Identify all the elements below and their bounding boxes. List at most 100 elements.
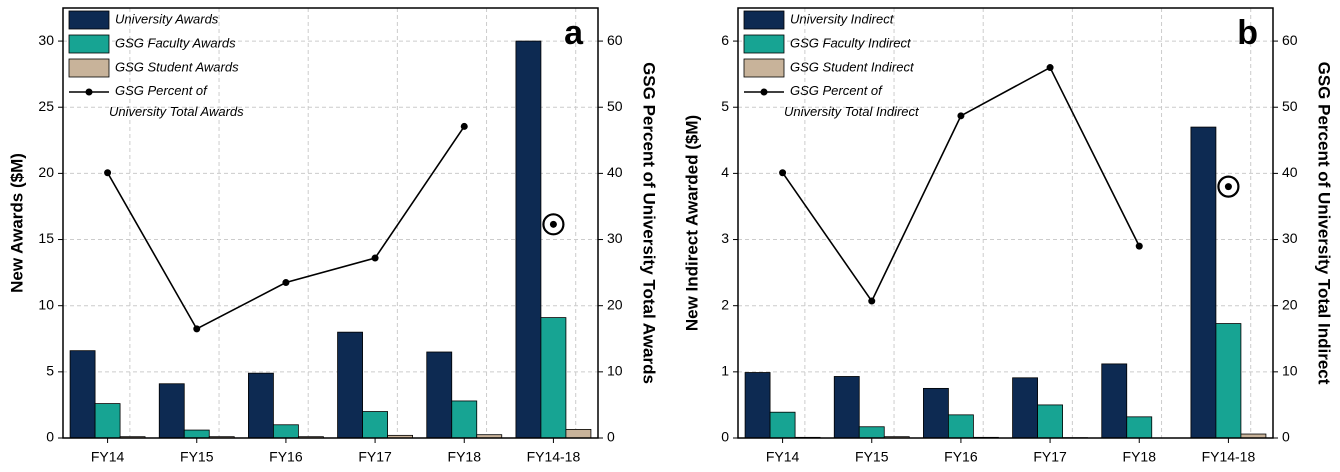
legend-label: GSG Percent of University Total Indirect bbox=[784, 83, 920, 119]
line-point bbox=[1046, 64, 1054, 72]
line bbox=[781, 66, 1140, 303]
bar bbox=[565, 428, 592, 439]
x-tick-label: FY14-18 bbox=[527, 449, 581, 465]
y2-tick-label: 10 bbox=[607, 363, 623, 379]
line-point bbox=[104, 169, 112, 177]
bar bbox=[337, 331, 363, 439]
x-tick-label: FY17 bbox=[358, 449, 392, 465]
bar bbox=[94, 403, 121, 439]
line-point bbox=[779, 169, 787, 177]
y2-tick-label: 0 bbox=[1282, 429, 1290, 445]
chart-panel: 0 5 10 15 20 25 30 0 10 20 30 40 50 60 FY14 FY15 FY16 FY1… bbox=[7, 7, 659, 465]
line-point bbox=[371, 254, 379, 262]
bar bbox=[744, 372, 771, 439]
x-tick-label: FY18 bbox=[448, 449, 482, 465]
bar bbox=[1037, 404, 1063, 439]
plot-frame bbox=[62, 7, 599, 439]
total-marker-ring bbox=[1217, 175, 1240, 198]
y-tick-label: 1 bbox=[721, 363, 729, 379]
bar bbox=[769, 411, 796, 439]
legend-swatch bbox=[743, 58, 785, 78]
y-tick-label: 6 bbox=[721, 32, 729, 48]
x-tick-label: FY18 bbox=[1123, 449, 1157, 465]
line bbox=[106, 125, 465, 330]
y2-tick-label: 20 bbox=[607, 296, 623, 312]
y-tick-label: 2 bbox=[721, 296, 729, 312]
y2-axis-label: GSG Percent of University Total Awards bbox=[640, 62, 659, 384]
line-point bbox=[282, 279, 290, 287]
bar bbox=[248, 372, 274, 439]
y-tick-label: 10 bbox=[38, 296, 54, 312]
panel-label: a bbox=[564, 14, 584, 52]
y-tick-label: 0 bbox=[46, 429, 54, 445]
legend-label: University Indirect bbox=[790, 11, 895, 26]
y2-tick-label: 30 bbox=[1282, 230, 1298, 246]
x-tick-label: FY15 bbox=[180, 449, 214, 465]
bar bbox=[362, 411, 388, 439]
line-point bbox=[460, 122, 468, 130]
bar bbox=[273, 424, 299, 439]
y2-tick-label: 50 bbox=[1282, 98, 1298, 114]
bar bbox=[183, 429, 210, 439]
y-tick-label: 4 bbox=[721, 164, 729, 180]
panel-label: b bbox=[1237, 14, 1258, 52]
line-point bbox=[193, 325, 201, 333]
bar bbox=[69, 350, 96, 439]
bar bbox=[858, 426, 885, 439]
x-tick-label: FY14-18 bbox=[1202, 449, 1256, 465]
bar bbox=[515, 40, 542, 439]
total-marker-ring bbox=[542, 213, 565, 236]
legend-dot bbox=[760, 88, 768, 96]
legend-label: GSG Percent of University Total Awards bbox=[109, 83, 244, 119]
line-point bbox=[868, 297, 876, 305]
total-marker bbox=[549, 220, 557, 228]
plot-frame bbox=[737, 7, 1274, 439]
y-tick-label: 20 bbox=[38, 164, 54, 180]
y2-axis-label: GSG Percent of University Total Indirect bbox=[1315, 62, 1334, 385]
legend-swatch bbox=[743, 10, 785, 30]
bar bbox=[1126, 416, 1153, 439]
x-tick-label: FY14 bbox=[766, 449, 800, 465]
legend-dot bbox=[85, 88, 93, 96]
y-tick-label: 5 bbox=[721, 98, 729, 114]
y-tick-label: 3 bbox=[721, 230, 729, 246]
bar bbox=[426, 351, 453, 439]
y-axis-label: New Awards ($M) bbox=[7, 153, 26, 293]
y2-tick-label: 30 bbox=[607, 230, 623, 246]
bar bbox=[540, 317, 567, 439]
legend-label: GSG Student Indirect bbox=[790, 59, 915, 74]
bar bbox=[1190, 126, 1217, 439]
y2-tick-label: 60 bbox=[1282, 32, 1298, 48]
legend-label: GSG Faculty Indirect bbox=[790, 35, 912, 50]
y2-tick-label: 10 bbox=[1282, 363, 1298, 379]
x-tick-label: FY16 bbox=[944, 449, 978, 465]
y-axis-label: New Indirect Awarded ($M) bbox=[682, 115, 701, 331]
bar bbox=[158, 383, 185, 439]
bar bbox=[948, 414, 974, 439]
legend-label: GSG Faculty Awards bbox=[115, 35, 236, 50]
y2-tick-label: 40 bbox=[1282, 164, 1298, 180]
y-tick-label: 5 bbox=[46, 363, 54, 379]
x-tick-label: FY17 bbox=[1033, 449, 1067, 465]
y-tick-label: 0 bbox=[721, 429, 729, 445]
line-point bbox=[1135, 242, 1143, 250]
y-tick-label: 30 bbox=[38, 32, 54, 48]
bar bbox=[1215, 323, 1242, 439]
legend-swatch bbox=[68, 34, 110, 54]
y2-tick-label: 0 bbox=[607, 429, 615, 445]
bar bbox=[451, 400, 478, 439]
y2-tick-label: 60 bbox=[607, 32, 623, 48]
y-tick-label: 15 bbox=[38, 230, 54, 246]
x-tick-label: FY14 bbox=[91, 449, 125, 465]
legend-label: GSG Student Awards bbox=[115, 59, 239, 74]
x-tick-label: FY16 bbox=[269, 449, 303, 465]
bar bbox=[923, 387, 949, 439]
bar bbox=[833, 376, 860, 439]
y2-tick-label: 40 bbox=[607, 164, 623, 180]
y-tick-label: 25 bbox=[38, 98, 54, 114]
line-point bbox=[957, 112, 965, 120]
legend-swatch bbox=[743, 34, 785, 54]
y2-tick-label: 20 bbox=[1282, 296, 1298, 312]
